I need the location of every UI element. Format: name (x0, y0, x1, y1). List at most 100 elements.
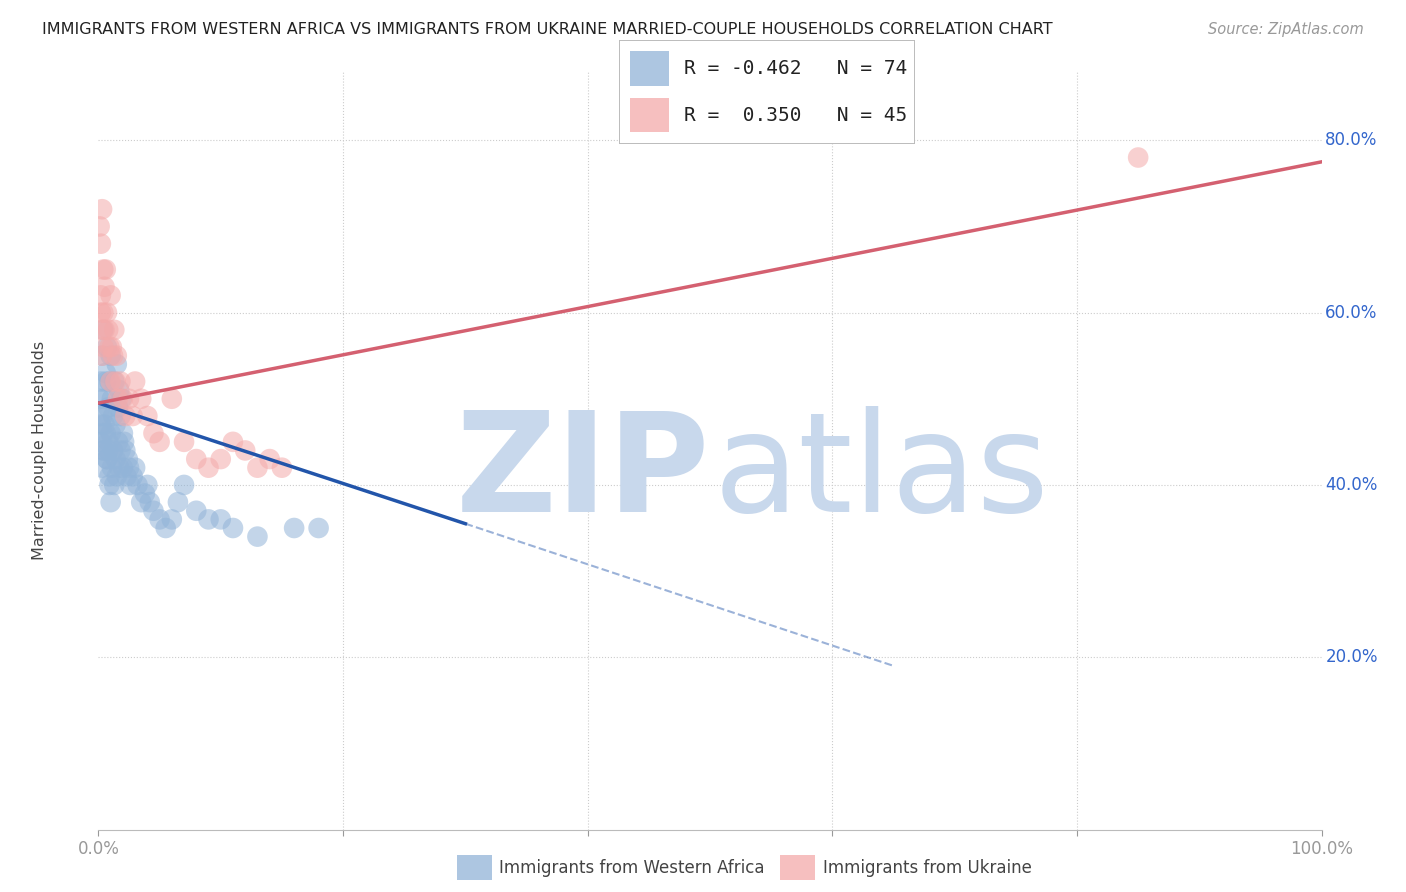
Point (97, 443, 120, 458)
Point (117, 452, 139, 467)
Point (91, 340, 114, 354)
Point (107, 401, 129, 415)
Point (1128, 151, 1150, 165)
Point (127, 478, 149, 492)
Text: Immigrants from Western Africa: Immigrants from Western Africa (499, 859, 765, 877)
Point (97, 401, 120, 415)
Point (111, 392, 134, 406)
Point (246, 530, 269, 544)
Text: R = -0.462   N = 74: R = -0.462 N = 74 (683, 60, 907, 78)
Point (129, 495, 152, 509)
Point (94, 375, 117, 389)
Text: 60.0%: 60.0% (1326, 303, 1378, 322)
Point (107, 434, 129, 449)
Point (118, 460, 141, 475)
Point (167, 495, 190, 509)
Point (93, 443, 115, 458)
Point (197, 512, 219, 526)
Point (118, 392, 141, 406)
Point (89, 219, 111, 234)
Point (108, 460, 131, 475)
Point (101, 409, 124, 423)
Point (142, 504, 165, 518)
Point (91, 409, 114, 423)
Point (105, 469, 128, 483)
Point (173, 434, 195, 449)
Point (93, 417, 115, 432)
Point (124, 375, 146, 389)
Point (91, 349, 114, 363)
Point (100, 349, 122, 363)
Point (120, 478, 142, 492)
Point (111, 392, 134, 406)
Point (89, 409, 111, 423)
Text: 20.0%: 20.0% (1326, 648, 1378, 666)
Point (100, 495, 122, 509)
Point (112, 434, 135, 449)
Text: R =  0.350   N = 45: R = 0.350 N = 45 (683, 105, 907, 125)
Point (233, 443, 256, 458)
Point (160, 512, 183, 526)
Point (197, 460, 219, 475)
Point (111, 426, 134, 441)
Point (110, 443, 132, 458)
Point (114, 443, 136, 458)
Point (104, 417, 127, 432)
Point (114, 409, 136, 423)
Point (94, 426, 117, 441)
Point (105, 349, 128, 363)
Point (98, 469, 121, 483)
Point (110, 409, 132, 423)
Point (96, 452, 118, 467)
Point (94, 366, 117, 380)
Point (91, 202, 114, 217)
Point (101, 443, 124, 458)
Bar (630, 97, 669, 132)
Point (142, 426, 165, 441)
Point (90, 288, 112, 302)
Point (89, 392, 111, 406)
Point (186, 504, 208, 518)
Point (100, 288, 122, 302)
Point (90, 375, 112, 389)
Point (96, 305, 118, 319)
Point (91, 426, 114, 441)
Point (121, 409, 143, 423)
Point (124, 460, 146, 475)
Point (91, 443, 114, 458)
Point (98, 340, 121, 354)
Point (101, 392, 124, 406)
Point (108, 383, 131, 397)
Point (121, 469, 143, 483)
Point (90, 236, 112, 251)
Point (97, 323, 120, 337)
Point (283, 521, 305, 535)
Point (160, 392, 183, 406)
Bar (630, 52, 669, 87)
Point (110, 375, 132, 389)
Point (115, 469, 138, 483)
Point (91, 305, 114, 319)
Point (136, 409, 159, 423)
Point (136, 478, 159, 492)
Point (103, 478, 125, 492)
Text: ZIP: ZIP (456, 406, 710, 541)
Point (129, 392, 152, 406)
Point (101, 340, 124, 354)
Point (246, 460, 269, 475)
Point (97, 434, 120, 449)
Point (139, 495, 162, 509)
Text: Immigrants from Ukraine: Immigrants from Ukraine (823, 859, 1032, 877)
Point (104, 452, 127, 467)
Point (111, 460, 134, 475)
Point (91, 323, 114, 337)
Point (90, 417, 112, 432)
Point (103, 323, 125, 337)
Text: Source: ZipAtlas.com: Source: ZipAtlas.com (1208, 22, 1364, 37)
Point (100, 426, 122, 441)
Point (103, 375, 125, 389)
Point (93, 392, 115, 406)
Point (149, 512, 172, 526)
Point (94, 262, 117, 277)
Point (155, 521, 177, 535)
